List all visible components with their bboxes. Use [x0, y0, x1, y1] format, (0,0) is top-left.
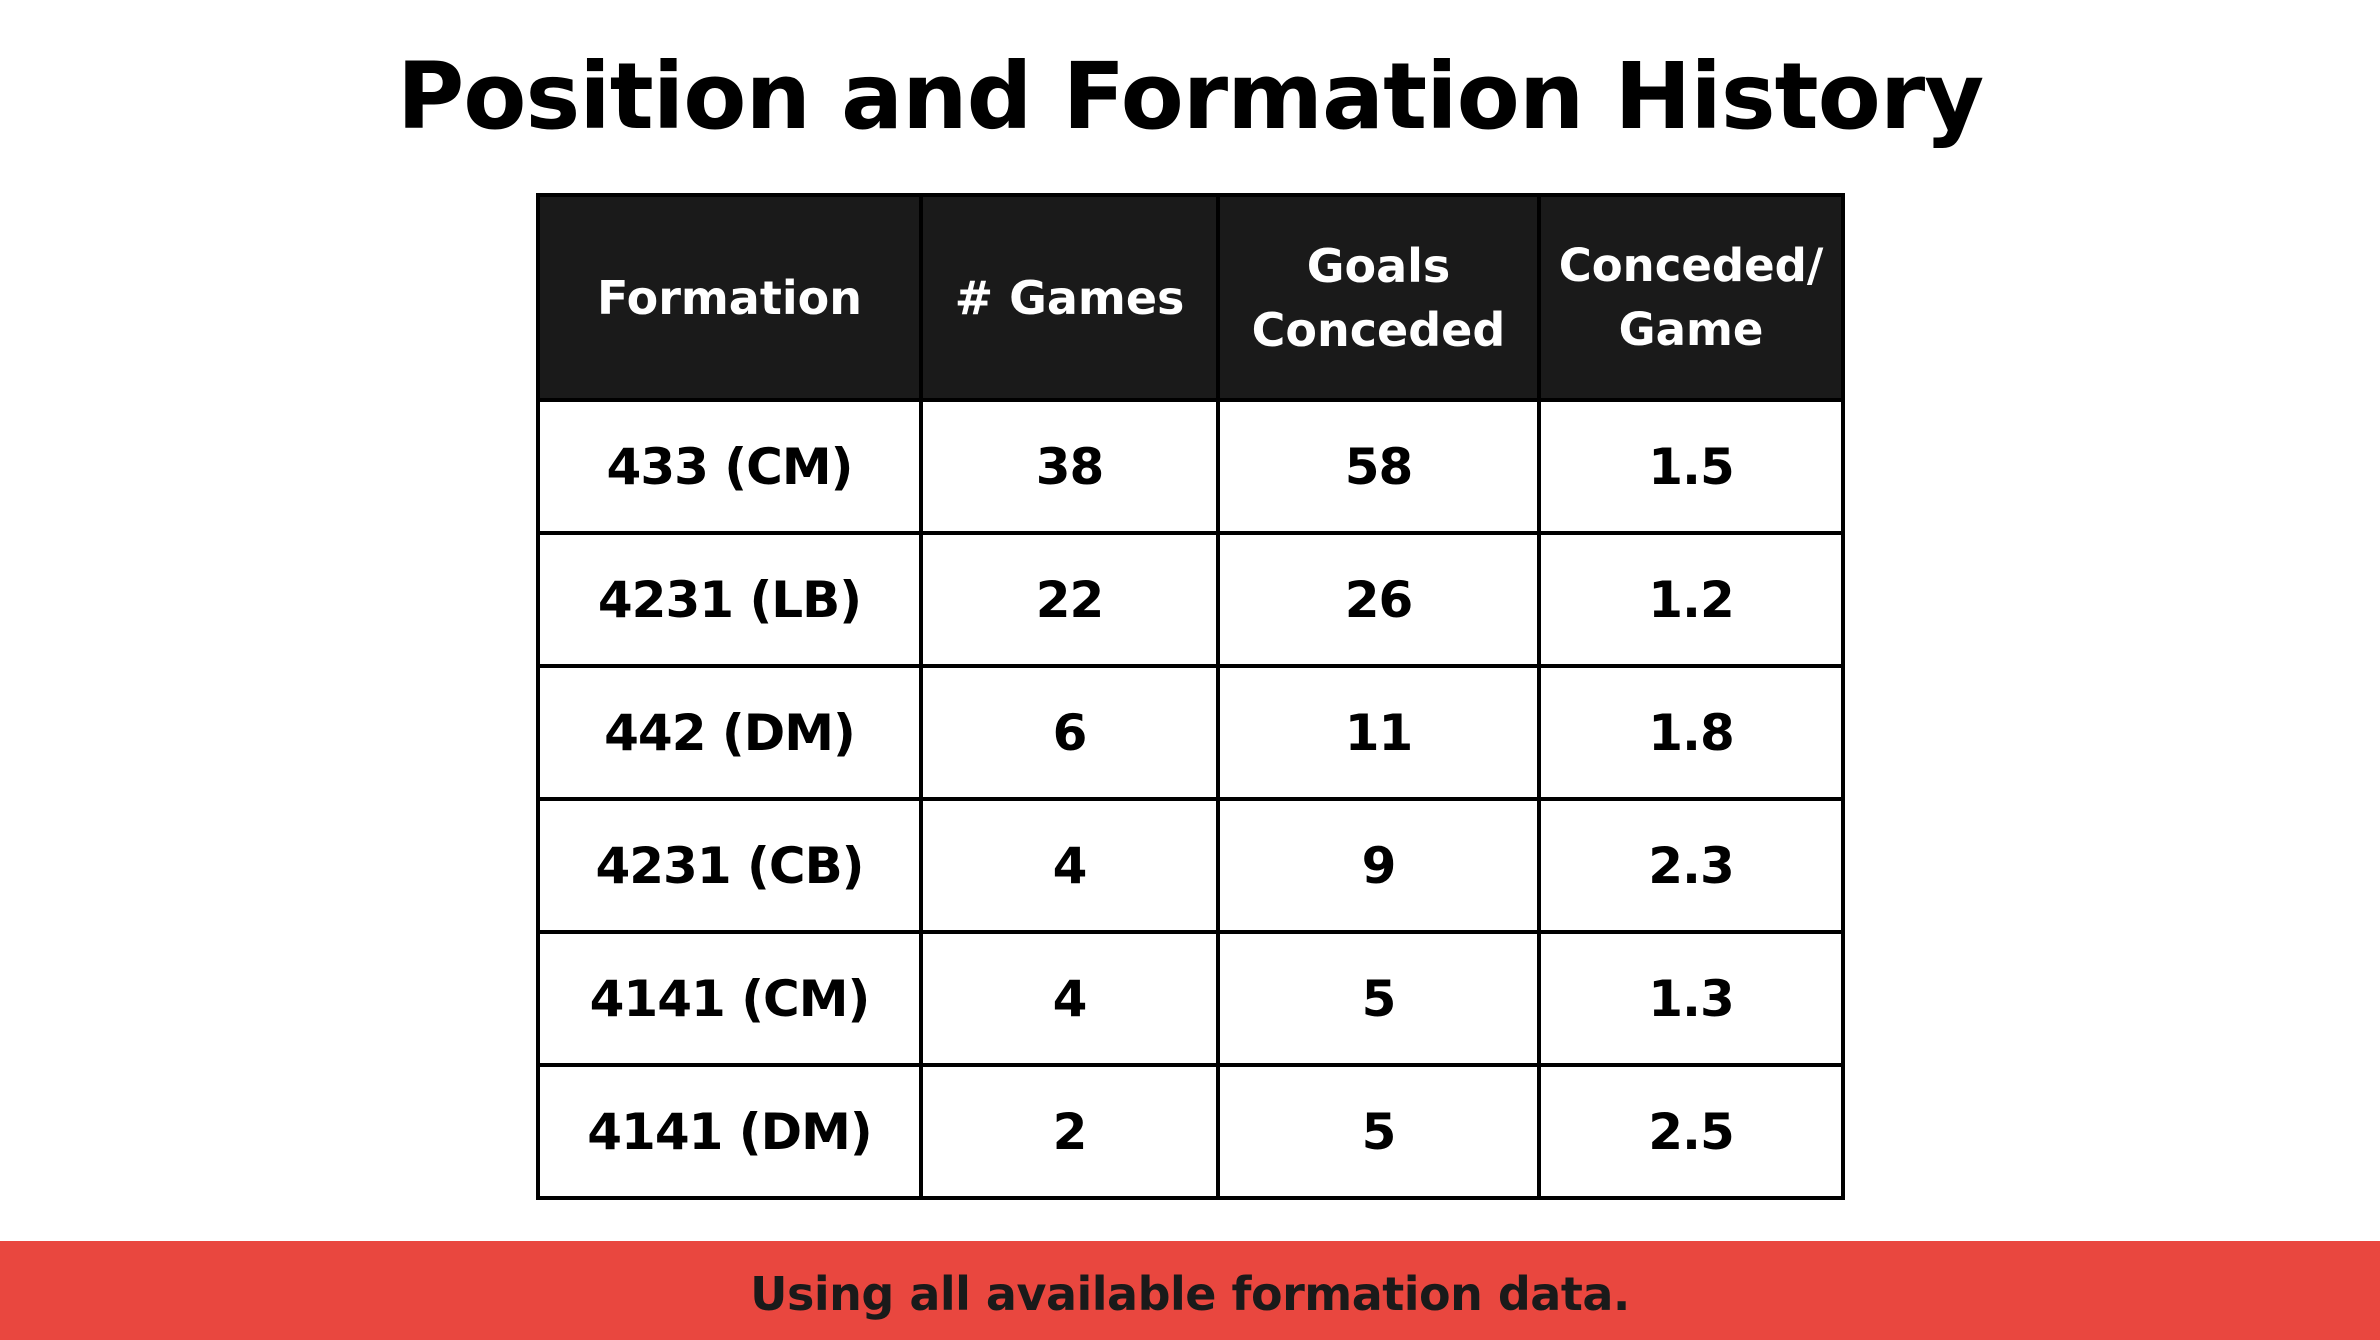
- table-row: 4141 (CM) 4 5 1.3: [536, 930, 1845, 1067]
- cell-conceded-per-game: 2.5: [1537, 1063, 1845, 1200]
- header-line: Conceded/: [1558, 238, 1824, 292]
- table-row: 4231 (CB) 4 9 2.3: [536, 797, 1845, 934]
- header-line: Conceded: [1251, 302, 1506, 357]
- cell-goals-conceded: 58: [1216, 398, 1541, 535]
- cell-formation: 4141 (CM): [536, 930, 923, 1067]
- header-line: Goals: [1306, 238, 1451, 293]
- formation-history-table: Formation # Games Goals Conceded Concede…: [536, 193, 1845, 1200]
- table-row: 442 (DM) 6 11 1.8: [536, 664, 1845, 801]
- footer-banner: Using all available formation data.: [0, 1241, 2380, 1340]
- column-header-games: # Games: [919, 193, 1220, 402]
- cell-goals-conceded: 5: [1216, 930, 1541, 1067]
- cell-games: 6: [919, 664, 1220, 801]
- cell-games: 4: [919, 797, 1220, 934]
- column-header-conceded-per-game: Conceded/ Game: [1537, 193, 1845, 402]
- cell-formation: 442 (DM): [536, 664, 923, 801]
- cell-formation: 4141 (DM): [536, 1063, 923, 1200]
- cell-goals-conceded: 11: [1216, 664, 1541, 801]
- table-row: 4231 (LB) 22 26 1.2: [536, 531, 1845, 668]
- footer-note: Using all available formation data.: [750, 1266, 1630, 1321]
- cell-games: 4: [919, 930, 1220, 1067]
- cell-games: 2: [919, 1063, 1220, 1200]
- table-row: 4141 (DM) 2 5 2.5: [536, 1063, 1845, 1200]
- cell-goals-conceded: 5: [1216, 1063, 1541, 1200]
- header-line: # Games: [954, 270, 1185, 325]
- page-title: Position and Formation History: [396, 43, 1984, 150]
- cell-conceded-per-game: 1.5: [1537, 398, 1845, 535]
- table-header-row: Formation # Games Goals Conceded Concede…: [536, 193, 1845, 402]
- cell-games: 22: [919, 531, 1220, 668]
- cell-goals-conceded: 9: [1216, 797, 1541, 934]
- cell-goals-conceded: 26: [1216, 531, 1541, 668]
- table-row: 433 (CM) 38 58 1.5: [536, 398, 1845, 535]
- column-header-goals-conceded: Goals Conceded: [1216, 193, 1541, 402]
- cell-conceded-per-game: 1.2: [1537, 531, 1845, 668]
- column-header-formation: Formation: [536, 193, 923, 402]
- cell-conceded-per-game: 1.3: [1537, 930, 1845, 1067]
- cell-formation: 4231 (LB): [536, 531, 923, 668]
- header-line: Game: [1618, 302, 1764, 356]
- cell-conceded-per-game: 2.3: [1537, 797, 1845, 934]
- formation-table-container: Formation # Games Goals Conceded Concede…: [536, 193, 1845, 1200]
- cell-formation: 4231 (CB): [536, 797, 923, 934]
- cell-formation: 433 (CM): [536, 398, 923, 535]
- cell-games: 38: [919, 398, 1220, 535]
- cell-conceded-per-game: 1.8: [1537, 664, 1845, 801]
- header-line: Formation: [597, 270, 862, 325]
